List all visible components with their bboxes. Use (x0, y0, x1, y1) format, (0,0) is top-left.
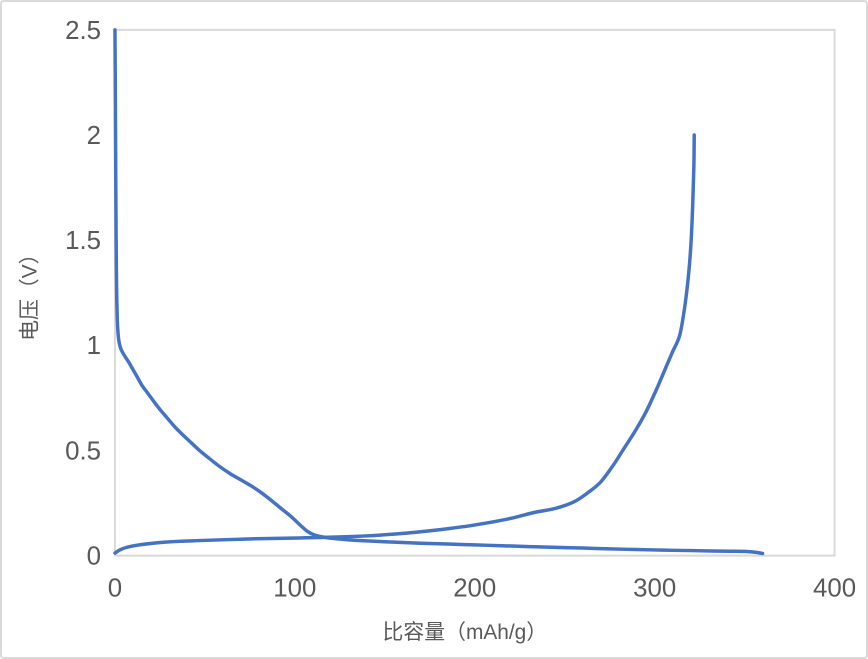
x-tick-label: 100 (273, 574, 316, 602)
charge-curve-series (113, 133, 696, 555)
y-tick-label: 0 (87, 543, 101, 571)
x-tick-label: 0 (108, 574, 122, 602)
x-tick-label: 300 (633, 574, 676, 602)
y-tick-label: 2 (87, 122, 101, 150)
x-axis-title: 比容量（mAh/g） (383, 621, 548, 644)
x-axis-tick-labels: 0 100 200 300 400 (108, 574, 856, 602)
x-tick-label: 200 (453, 574, 496, 602)
data-series (113, 28, 765, 556)
y-tick-label: 0.5 (65, 437, 101, 465)
y-tick-label: 1.5 (65, 227, 101, 255)
y-tick-label: 2.5 (65, 17, 101, 45)
y-tick-label: 1 (87, 332, 101, 360)
y-axis-tick-labels: 0 0.5 1 1.5 2 2.5 (65, 17, 101, 571)
discharge-curve-series (113, 28, 765, 556)
x-tick-label: 400 (813, 574, 856, 602)
y-axis-title: 电压（V） (18, 244, 41, 341)
plot-area-border (113, 28, 836, 557)
